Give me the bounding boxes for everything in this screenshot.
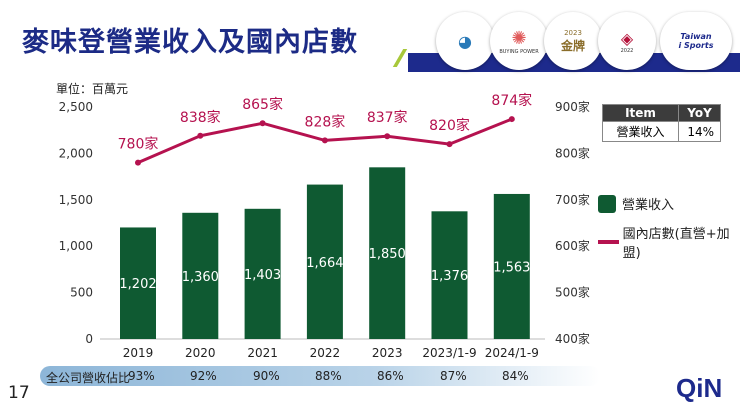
legend-revenue-label: 營業收入 xyxy=(622,198,675,213)
logo-gold-award: 2023 金牌 xyxy=(544,12,602,70)
left-tick-label: 1,000 xyxy=(59,239,93,253)
revenue-bar xyxy=(493,193,530,339)
revenue-bar xyxy=(182,212,219,339)
legend-stores: 國內店數(直營+加盟) xyxy=(598,223,740,261)
stores-label: 865家 xyxy=(242,96,283,113)
right-tick-label: 800家 xyxy=(555,145,590,160)
stores-label: 820家 xyxy=(429,117,470,134)
share-value: 87% xyxy=(440,369,467,383)
logo-buying-power: ✺ BUYING POWER xyxy=(490,12,548,70)
stores-point xyxy=(197,132,204,139)
revenue-bar-label: 1,850 xyxy=(369,247,406,262)
stores-point xyxy=(135,159,141,166)
logo-taiwan-i-sports: Taiwan i Sports xyxy=(660,12,732,70)
share-value: 90% xyxy=(253,369,280,383)
stores-label: 837家 xyxy=(367,109,408,126)
stores-point xyxy=(446,141,453,148)
left-tick-label: 1,500 xyxy=(59,193,93,207)
legend-line-swatch xyxy=(598,240,619,244)
yoy-header-item: Item xyxy=(602,104,679,122)
logo-national-brand: ◈ 2022 xyxy=(598,12,656,70)
right-tick-label: 900家 xyxy=(555,99,590,114)
left-tick-label: 500 xyxy=(70,286,93,300)
revenue-bar xyxy=(369,167,406,339)
brand-logo: QiN xyxy=(676,373,723,403)
left-tick-label: 2,000 xyxy=(59,146,93,160)
revenue-bar-label: 1,563 xyxy=(493,260,530,275)
revenue-bar xyxy=(244,208,281,339)
unit-label: 單位：百萬元 xyxy=(56,82,129,96)
stores-label: 874家 xyxy=(491,92,532,109)
right-tick-label: 400家 xyxy=(555,331,590,346)
logo-franchise: ◕ xyxy=(436,12,494,70)
x-tick-label: 2024/1-9 xyxy=(485,346,539,360)
revenue-bar-label: 1,202 xyxy=(119,277,156,292)
share-label: 全公司營收佔比 xyxy=(46,371,131,385)
x-tick-label: 2020 xyxy=(185,346,216,360)
share-value: 92% xyxy=(190,369,217,383)
stores-label: 780家 xyxy=(118,136,159,153)
left-tick-label: 2,500 xyxy=(59,100,93,114)
share-value: 84% xyxy=(502,369,529,383)
x-tick-label: 2023 xyxy=(372,346,403,360)
stores-point xyxy=(508,116,515,123)
right-tick-label: 500家 xyxy=(555,285,590,300)
right-tick-label: 600家 xyxy=(555,238,590,253)
revenue-bar xyxy=(306,184,343,339)
left-tick-label: 0 xyxy=(85,332,93,346)
revenue-bar-label: 1,664 xyxy=(306,256,343,271)
page-title: 麥味登營業收入及國內店數 xyxy=(22,27,358,58)
page-number: 17 xyxy=(8,383,30,403)
yoy-row-value: 14% xyxy=(678,121,721,142)
stores-point xyxy=(384,133,391,140)
stores-point xyxy=(321,137,328,144)
yoy-row-item: 營業收入 xyxy=(602,121,679,142)
x-tick-label: 2022 xyxy=(310,346,341,360)
yoy-header-yoy: YoY xyxy=(678,104,721,122)
share-value: 93% xyxy=(128,369,155,383)
stores-point xyxy=(259,120,266,127)
legend-bar-swatch xyxy=(598,194,616,213)
legend-revenue: 營業收入 xyxy=(598,194,674,213)
share-value: 88% xyxy=(315,369,342,383)
legend-stores-label: 國內店數(直營+加盟) xyxy=(622,227,730,261)
stores-label: 838家 xyxy=(180,109,221,126)
revenue-bar xyxy=(120,227,156,339)
revenue-bar-label: 1,360 xyxy=(182,270,219,285)
x-tick-label: 2021 xyxy=(247,346,278,360)
revenue-bar-label: 1,403 xyxy=(244,268,281,283)
revenue-bar xyxy=(431,211,468,339)
revenue-bar-label: 1,376 xyxy=(431,269,468,284)
revenue-share-row: 全公司營收佔比 93% 92% 90% 88% 86% 87% 84% xyxy=(40,366,600,386)
stores-label: 828家 xyxy=(305,113,346,130)
right-tick-label: 700家 xyxy=(555,192,590,207)
share-value: 86% xyxy=(377,369,404,383)
x-tick-label: 2023/1-9 xyxy=(422,346,476,360)
x-tick-label: 2019 xyxy=(123,346,154,360)
yoy-table: Item YoY 營業收入 14% xyxy=(602,104,721,142)
